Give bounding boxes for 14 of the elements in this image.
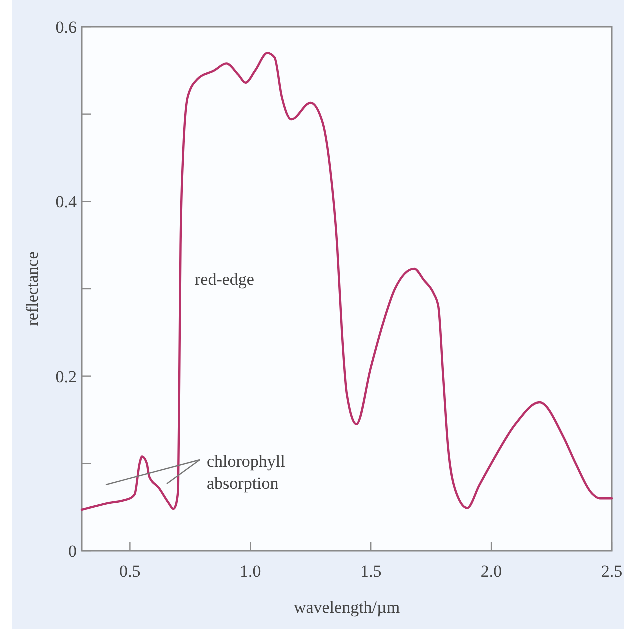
x-axis-title: wavelength/µm [294,598,400,617]
x-tick-label: 1.5 [360,562,382,581]
y-tick-label: 0.4 [56,192,78,212]
y-tick-label: 0.2 [56,367,77,386]
x-tick-label: 0.5 [120,562,141,581]
line-series [80,52,614,512]
text: 1.0 [240,562,262,581]
y-tick-label: 0 [68,542,77,561]
x-tick-label: 2.5 [601,562,623,581]
annotation: chlorophyll absorption [207,452,286,494]
y-tick-label: 0.6 [56,18,77,37]
y-axis-title: reflectance [23,252,42,326]
text: 2.0 [480,562,502,581]
annotation: red-edge [195,270,254,289]
